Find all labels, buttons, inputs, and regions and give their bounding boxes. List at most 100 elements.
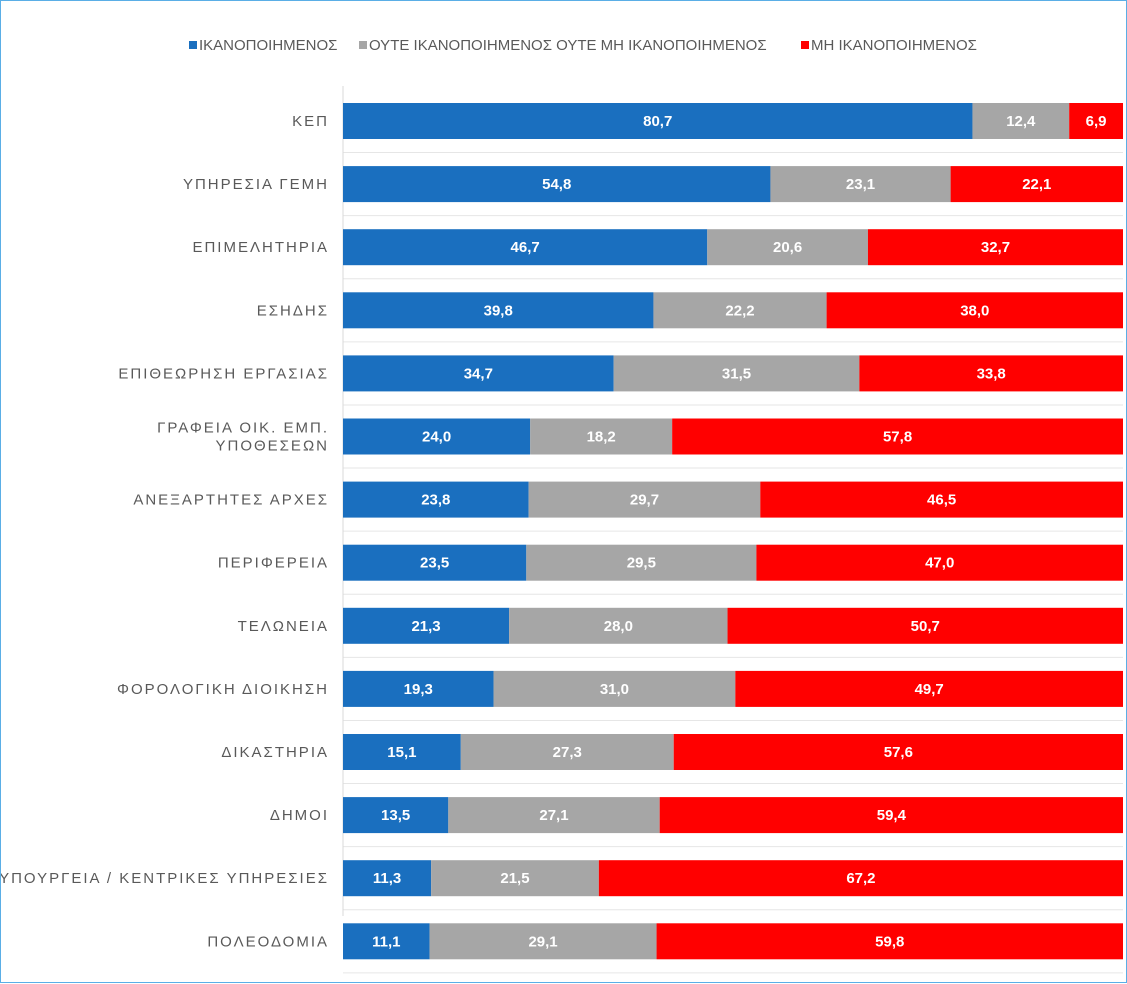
category-label: ΔΗΜΟΙ <box>270 807 329 824</box>
category-label: ΚΕΠ <box>292 113 329 130</box>
category-axis: ΚΕΠ ΥΠΗΡΕΣΙΑ ΓΕΜΗ ΕΠΙΜΕΛΗΤΗΡΙΑ ΕΣΗΔΗΣ ΕΠΙΘΕΩ… <box>1 113 329 950</box>
bar-segment <box>343 292 654 329</box>
bar-segment <box>653 292 827 329</box>
category-label: ΠΟΛΕΟΔΟΜΙΑ <box>207 933 329 950</box>
bar-segment <box>448 797 660 834</box>
bar-segment <box>343 797 449 834</box>
category-label: ΑΝΕΞΑΡΤΗΤΕΣ ΑΡΧΕΣ <box>133 492 329 509</box>
category-label: ΓΡΑΦΕΙΑ ΟΙΚ. ΕΜΠ. ΥΠΟΘΕΣΕΩΝ <box>157 420 329 455</box>
bar-segment <box>1069 103 1123 139</box>
bar-segment <box>659 797 1123 834</box>
bar-segment <box>343 418 531 455</box>
category-label: ΕΣΗΔΗΣ <box>257 302 329 319</box>
bar-segment <box>598 860 1123 897</box>
data-label: 59,8 <box>875 933 904 950</box>
bar-segment <box>867 229 1123 266</box>
bar-segment <box>509 607 728 644</box>
category-label: ΔΙΚΑΣΤΗΡΙΑ <box>221 744 329 761</box>
data-label: 29,1 <box>528 933 557 950</box>
category-label: ΥΠΟΥΡΓΕΙΑ / ΚΕΝΤΡΙΚΕΣ ΥΠΗΡΕΣΙΕΣ <box>1 870 329 887</box>
data-label: 18,2 <box>587 429 616 446</box>
data-label: 23,5 <box>420 555 449 572</box>
data-label: 21,5 <box>500 870 529 887</box>
data-label: 23,1 <box>846 176 875 193</box>
bar-segment <box>760 481 1123 518</box>
bar-segment <box>526 544 757 581</box>
grid-layer <box>342 86 1123 974</box>
category-label: ΕΠΙΘΕΩΡΗΣΗ ΕΡΓΑΣΙΑΣ <box>118 365 329 382</box>
category-label: ΕΠΙΜΕΛΗΤΗΡΙΑ <box>192 239 329 256</box>
data-label: 6,9 <box>1086 113 1107 130</box>
data-label: 13,5 <box>381 807 410 824</box>
bar-segment <box>656 923 1123 960</box>
data-label: 46,5 <box>927 492 956 509</box>
data-label: 12,4 <box>1006 113 1036 130</box>
bar-segment <box>343 607 510 644</box>
data-label: 15,1 <box>387 744 416 761</box>
data-label: 33,8 <box>977 365 1006 382</box>
bar-segment <box>972 103 1070 139</box>
data-label: 39,8 <box>484 302 513 319</box>
data-label: 46,7 <box>511 239 540 256</box>
data-label: 57,6 <box>884 744 913 761</box>
bar-segment <box>343 103 973 139</box>
data-label: 34,7 <box>464 365 493 382</box>
data-labels: 80,7 12,4 6,9 54,8 23,1 22,1 46,7 20,6 32,7 39,8 2… <box>372 113 1106 950</box>
data-label: 54,8 <box>542 176 571 193</box>
bar-segment <box>707 229 868 266</box>
bar-segment <box>343 860 432 897</box>
legend-entry: ΜΗ ΙΚΑΝΟΠΟΙΗΜΕΝΟΣ <box>811 37 977 54</box>
data-label: 31,0 <box>600 681 629 698</box>
data-label: 29,7 <box>630 492 659 509</box>
data-label: 59,4 <box>877 807 907 824</box>
data-label: 32,7 <box>981 239 1010 256</box>
data-label: 21,3 <box>411 618 440 635</box>
legend-swatch <box>189 41 197 49</box>
category-label: ΤΕΛΩΝΕΙΑ <box>238 618 329 635</box>
bar-segment <box>735 670 1123 707</box>
bar-segment <box>343 670 494 707</box>
bar-segment <box>727 607 1123 644</box>
data-label: 19,3 <box>404 681 433 698</box>
data-label: 80,7 <box>643 113 672 130</box>
bar-segment <box>950 166 1123 203</box>
bars <box>343 103 1123 960</box>
data-label: 38,0 <box>960 302 989 319</box>
data-label: 47,0 <box>925 555 954 572</box>
bar-segment <box>493 670 736 707</box>
bar-segment <box>343 544 527 581</box>
bar-segment <box>429 923 657 960</box>
data-label: 67,2 <box>846 870 875 887</box>
data-label: 28,0 <box>604 618 633 635</box>
data-label: 29,5 <box>627 555 656 572</box>
data-label: 11,1 <box>372 933 400 950</box>
bar-segment <box>613 355 860 392</box>
bar-segment <box>826 292 1123 329</box>
category-label: ΥΠΗΡΕΣΙΑ ΓΕΜΗ <box>183 176 329 193</box>
data-label: 23,8 <box>421 492 450 509</box>
legend: ΙΚΑΝΟΠΟΙΗΜΕΝΟΣ ΟΥΤΕ ΙΚΑΝΟΠΟΙΗΜΕΝΟΣ ΟΥΤΕ Μ… <box>189 37 977 54</box>
bar-segment <box>859 355 1123 392</box>
bar-segment <box>530 418 673 455</box>
data-label: 22,2 <box>725 302 754 319</box>
data-label: 24,0 <box>422 429 451 446</box>
legend-entry: ΙΚΑΝΟΠΟΙΗΜΕΝΟΣ <box>199 37 337 54</box>
bar-segment <box>343 734 461 770</box>
bar-segment <box>770 166 951 203</box>
category-label-line: ΥΠΟΘΕΣΕΩΝ <box>215 438 329 455</box>
data-label: 31,5 <box>722 365 751 382</box>
data-label: 20,6 <box>773 239 802 256</box>
category-label: ΠΕΡΙΦΕΡΕΙΑ <box>218 555 329 572</box>
bar-segment <box>431 860 599 897</box>
legend-swatch <box>359 41 367 49</box>
bar-segment <box>343 923 430 960</box>
legend-swatch <box>801 41 809 49</box>
category-label-line: ΓΡΑΦΕΙΑ ΟΙΚ. ΕΜΠ. <box>157 420 329 437</box>
bar-segment <box>343 166 771 203</box>
bar-segment <box>756 544 1123 581</box>
data-label: 27,3 <box>553 744 582 761</box>
data-label: 11,3 <box>373 870 401 887</box>
data-label: 49,7 <box>915 681 944 698</box>
